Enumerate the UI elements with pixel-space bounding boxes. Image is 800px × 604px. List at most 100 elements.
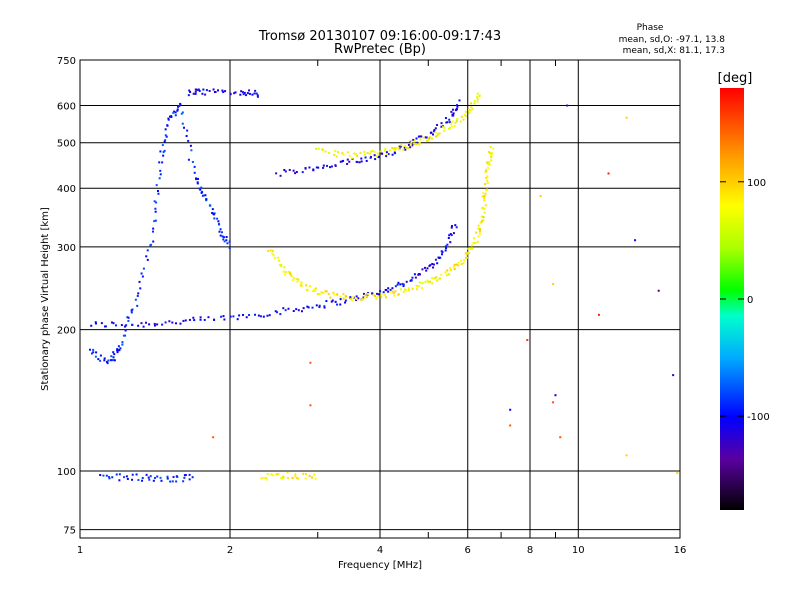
trace-point	[404, 289, 407, 292]
trace-point	[270, 473, 273, 476]
trace-point	[332, 293, 335, 296]
trace-point	[205, 89, 208, 92]
trace-point	[332, 291, 335, 294]
trace-point	[435, 276, 438, 279]
trace-point	[363, 150, 366, 153]
trace-point	[213, 91, 216, 94]
trace-point	[410, 140, 413, 143]
trace-point	[165, 135, 168, 138]
trace-point	[141, 275, 144, 278]
trace-point	[124, 324, 127, 327]
trace-point	[192, 316, 195, 319]
trace-point	[110, 359, 113, 362]
trace-point	[427, 140, 430, 143]
trace-point	[392, 292, 395, 295]
trace-point	[407, 287, 410, 290]
trace-point	[212, 213, 215, 216]
trace-point	[450, 226, 453, 229]
trace-point	[411, 288, 414, 291]
trace-point	[462, 262, 465, 265]
trace-point	[159, 476, 162, 479]
trace-point	[440, 125, 443, 128]
trace-point	[486, 161, 489, 164]
trace-point	[330, 300, 333, 303]
trace-point	[449, 232, 452, 235]
trace-point	[402, 290, 405, 293]
trace-point	[259, 315, 262, 318]
trace-point	[479, 222, 482, 225]
trace-point	[171, 480, 174, 483]
trace-point	[123, 325, 126, 328]
trace-point	[156, 475, 159, 478]
trace-point	[492, 147, 495, 150]
trace-point	[137, 292, 140, 295]
trace-point	[131, 473, 134, 476]
y-tick-label: 300	[57, 243, 76, 254]
trace-point	[153, 322, 156, 325]
trace-point	[192, 92, 195, 95]
trace-point	[441, 253, 444, 256]
trace-point	[371, 292, 374, 295]
trace-point	[456, 118, 459, 121]
trace-point	[313, 473, 316, 476]
trace-point	[253, 92, 256, 95]
trace-point	[318, 293, 321, 296]
trace-point	[473, 102, 476, 105]
trace-point	[123, 476, 126, 479]
trace-point	[470, 102, 473, 105]
trace-point	[225, 239, 228, 242]
trace-point	[107, 359, 110, 362]
trace-point	[341, 152, 344, 155]
trace-point	[483, 197, 486, 200]
trace-point	[399, 283, 402, 286]
trace-point	[328, 166, 331, 169]
trace-point	[199, 316, 202, 319]
trace-point	[486, 179, 489, 182]
trace-point	[226, 242, 229, 245]
trace-point	[170, 115, 173, 118]
colorbar-tick-label: 0	[747, 295, 753, 306]
trace-point	[163, 140, 166, 143]
trace-point	[391, 146, 394, 149]
trace-point	[465, 253, 468, 256]
trace-point	[349, 296, 352, 299]
trace-point	[305, 284, 308, 287]
trace-point	[149, 475, 152, 478]
trace-point	[111, 476, 114, 479]
trace-point	[211, 211, 214, 214]
trace-point	[292, 169, 295, 172]
trace-point	[97, 358, 100, 361]
trace-point	[431, 262, 434, 265]
trace-point	[286, 476, 289, 479]
trace-point	[350, 157, 353, 160]
trace-point	[88, 348, 91, 351]
trace-point	[433, 129, 436, 132]
trace-point	[374, 150, 377, 153]
trace-point	[479, 232, 482, 235]
trace-point	[447, 273, 450, 276]
trace-point	[135, 473, 138, 476]
trace-point	[162, 151, 165, 154]
trace-point	[108, 475, 111, 478]
trace-point	[346, 162, 349, 165]
trace-point	[94, 355, 97, 358]
trace-point	[485, 176, 488, 179]
trace-point	[444, 245, 447, 248]
trace-point	[199, 188, 202, 191]
trace-point	[159, 150, 162, 153]
trace-point	[405, 146, 408, 149]
trace-point	[188, 478, 191, 481]
trace-point	[446, 121, 449, 124]
trace-point	[487, 166, 490, 169]
trace-point	[176, 108, 179, 111]
trace-point	[236, 318, 239, 321]
trace-point	[126, 477, 129, 480]
trace-point	[395, 147, 398, 150]
trace-point	[222, 91, 225, 94]
trace-point	[153, 200, 156, 203]
trace-point	[201, 92, 204, 95]
trace-point	[117, 345, 120, 348]
trace-point	[115, 473, 118, 476]
trace-point	[383, 149, 386, 152]
trace-point	[185, 135, 188, 138]
